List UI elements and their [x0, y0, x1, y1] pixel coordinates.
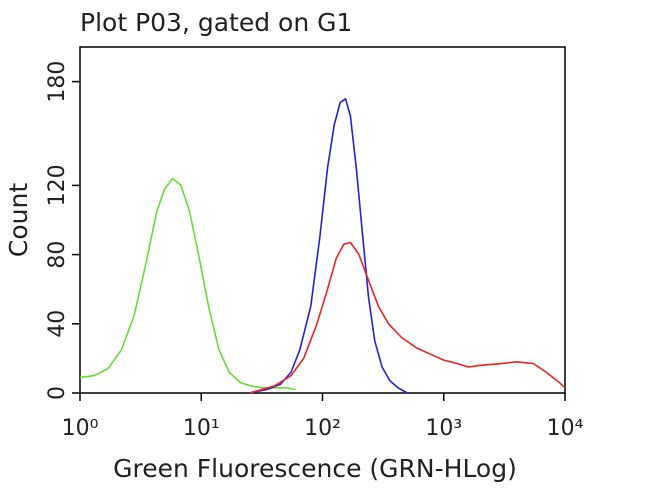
chart-title: Plot P03, gated on G1 [80, 8, 352, 37]
histogram-line [79, 177, 296, 391]
y-tick-label: 80 [45, 241, 70, 269]
histogram-line [249, 241, 566, 394]
x-tick-label: 10² [304, 416, 341, 441]
y-tick-label: 120 [45, 164, 70, 206]
x-tick-label: 10⁰ [62, 416, 99, 441]
x-axis-label: Green Fluorescence (GRN-HLog) [113, 454, 517, 483]
y-tick-label: 180 [45, 61, 70, 103]
histogram-line [249, 97, 408, 394]
x-tick-label: 10⁴ [547, 416, 584, 441]
y-axis-label: Count [4, 183, 33, 257]
x-tick-label: 10¹ [183, 416, 220, 441]
x-tick-label: 10³ [425, 416, 462, 441]
y-tick-label: 40 [45, 310, 70, 338]
y-tick-label: 0 [45, 386, 70, 400]
